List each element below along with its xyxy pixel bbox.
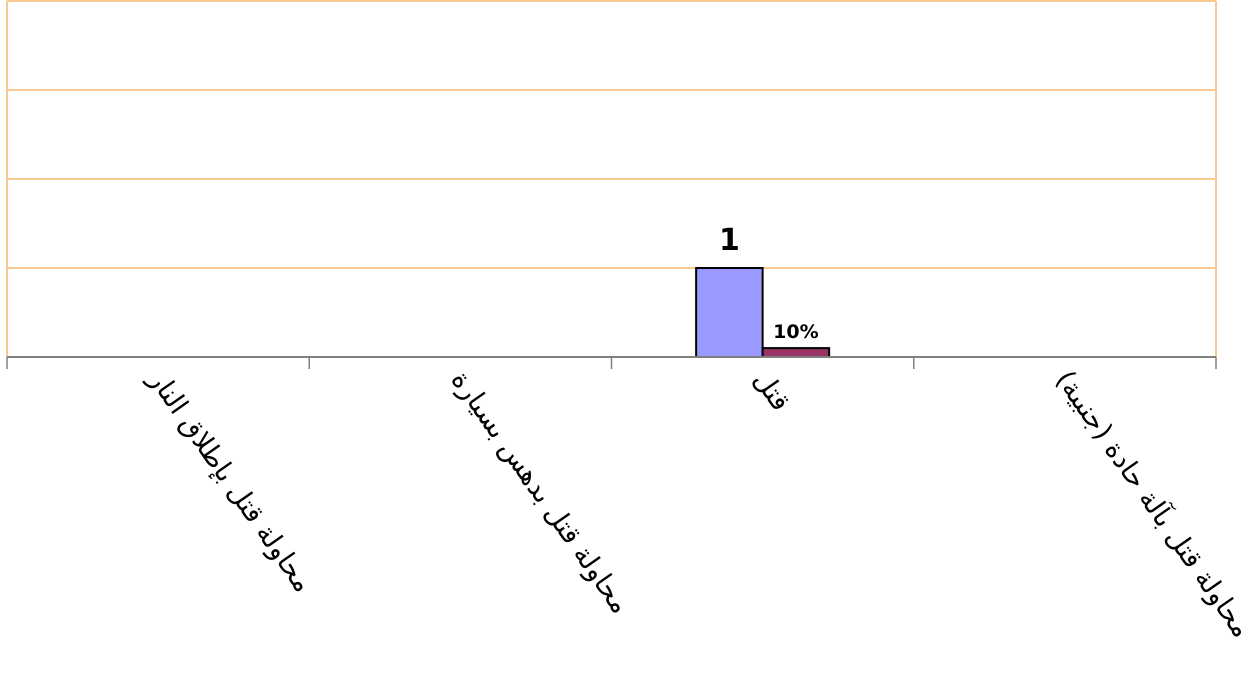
bar [695, 267, 764, 358]
x-tick-label: محاولة قتل بآلة حادة (جنبية) [1049, 365, 1250, 644]
bar [761, 347, 831, 359]
data-label: 1 [719, 223, 740, 258]
x-tick-label: محاولة قتل بإطلاق النار [141, 364, 318, 598]
x-tick-label: محاولة قتل بدهس بسيارة [445, 365, 636, 619]
x-tick-label: قتل [747, 365, 796, 417]
data-label: 10% [773, 321, 818, 343]
